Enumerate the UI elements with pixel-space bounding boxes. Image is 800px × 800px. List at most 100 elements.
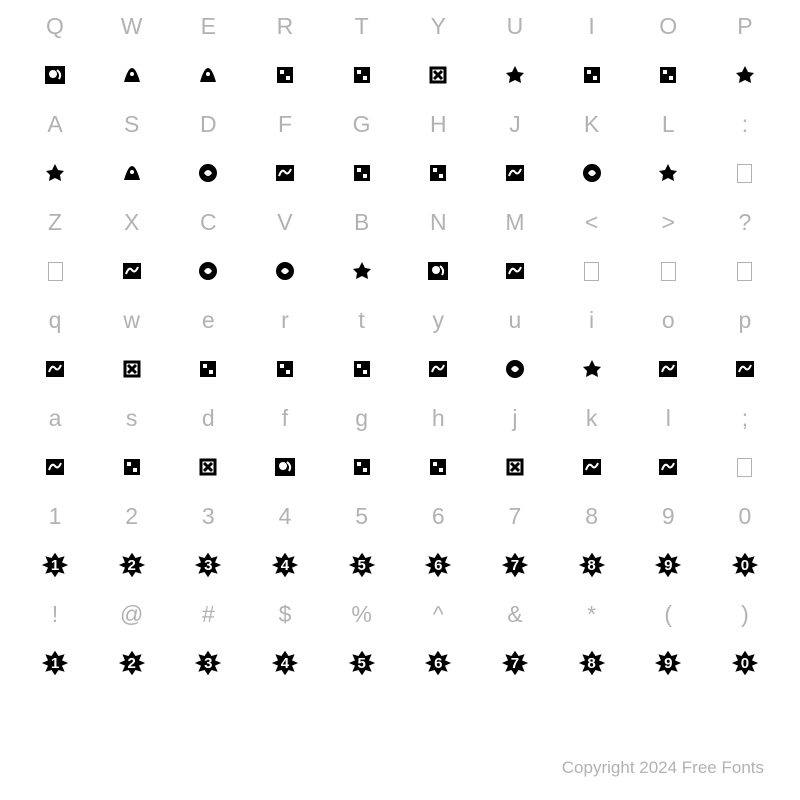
label-text: 0 — [739, 503, 752, 530]
char-label: f — [248, 405, 322, 432]
pictograph-glyph — [350, 161, 374, 185]
burst-number: 8 — [587, 656, 595, 671]
label-text: Q — [46, 13, 64, 40]
pictograph-glyph — [733, 63, 757, 87]
glyph-cell — [325, 455, 399, 479]
glyph-cell — [708, 357, 782, 381]
char-label: ? — [708, 209, 782, 236]
number-burst-glyph: 5 — [345, 551, 379, 579]
missing-glyph-box — [737, 458, 752, 477]
char-label: 1 — [18, 503, 92, 530]
char-label: d — [171, 405, 245, 432]
glyph-cell — [631, 262, 705, 281]
label-text: 3 — [202, 503, 215, 530]
label-text: A — [47, 111, 62, 138]
label-text: 7 — [509, 503, 522, 530]
glyph-cell — [171, 161, 245, 185]
missing-glyph-box — [737, 262, 752, 281]
number-burst-glyph: 0 — [728, 649, 762, 677]
char-label: 4 — [248, 503, 322, 530]
glyph-cell — [401, 357, 475, 381]
number-burst-glyph: 4 — [268, 649, 302, 677]
glyph-cell — [708, 63, 782, 87]
label-text: S — [124, 111, 139, 138]
glyph-cell: 3 — [171, 649, 245, 677]
burst-number: 9 — [664, 558, 672, 573]
glyph-cell — [171, 259, 245, 283]
pictograph-glyph — [503, 357, 527, 381]
glyph-cell: 1 — [18, 551, 92, 579]
label-text: 4 — [279, 503, 292, 530]
label-text: > — [662, 209, 675, 236]
pictograph-glyph — [503, 63, 527, 87]
char-label: M — [478, 209, 552, 236]
pictograph-glyph — [273, 357, 297, 381]
burst-number: 3 — [204, 656, 212, 671]
glyph-cell — [18, 455, 92, 479]
glyph-cell: 0 — [708, 551, 782, 579]
glyph-cell — [631, 63, 705, 87]
label-text: q — [49, 307, 62, 334]
char-label: 7 — [478, 503, 552, 530]
burst-number: 7 — [511, 558, 519, 573]
char-label: a — [18, 405, 92, 432]
label-text: L — [662, 111, 675, 138]
char-label: 8 — [555, 503, 629, 530]
glyph-cell — [95, 63, 169, 87]
burst-number: 5 — [357, 656, 365, 671]
char-label: O — [631, 13, 705, 40]
char-label: # — [171, 601, 245, 628]
burst-number: 6 — [434, 656, 442, 671]
burst-number: 9 — [664, 656, 672, 671]
label-row: !@#$%^&*() — [18, 588, 782, 640]
glyph-cell: 7 — [478, 551, 552, 579]
char-label: 0 — [708, 503, 782, 530]
label-text: ! — [52, 601, 58, 628]
label-text: j — [512, 405, 517, 432]
number-burst-glyph: 6 — [421, 551, 455, 579]
char-label: y — [401, 307, 475, 334]
char-label: ; — [708, 405, 782, 432]
char-label: G — [325, 111, 399, 138]
char-label: C — [171, 209, 245, 236]
char-label: g — [325, 405, 399, 432]
label-text: $ — [279, 601, 292, 628]
label-text: % — [351, 601, 371, 628]
glyph-cell: 8 — [555, 649, 629, 677]
label-text: 2 — [125, 503, 138, 530]
pictograph-glyph — [656, 455, 680, 479]
char-label: W — [95, 13, 169, 40]
glyph-cell — [248, 357, 322, 381]
char-label: l — [631, 405, 705, 432]
copyright-text: Copyright 2024 Free Fonts — [562, 758, 764, 778]
label-text: u — [509, 307, 522, 334]
number-burst-glyph: 1 — [38, 551, 72, 579]
pictograph-glyph — [580, 455, 604, 479]
glyph-cell — [555, 357, 629, 381]
label-text: E — [201, 13, 216, 40]
glyph-cell — [171, 357, 245, 381]
number-burst-glyph: 7 — [498, 551, 532, 579]
glyph-row — [18, 444, 782, 490]
glyph-cell: 5 — [325, 551, 399, 579]
char-label: h — [401, 405, 475, 432]
char-label: 6 — [401, 503, 475, 530]
label-text: g — [355, 405, 368, 432]
label-text: # — [202, 601, 215, 628]
glyph-cell — [248, 455, 322, 479]
glyph-cell: 3 — [171, 551, 245, 579]
label-text: @ — [120, 601, 143, 628]
pictograph-glyph — [503, 455, 527, 479]
pictograph-glyph — [273, 259, 297, 283]
label-text: & — [507, 601, 522, 628]
glyph-cell: 9 — [631, 649, 705, 677]
pictograph-glyph — [273, 455, 297, 479]
label-text: y — [433, 307, 445, 334]
glyph-cell — [171, 455, 245, 479]
glyph-cell — [325, 161, 399, 185]
number-burst-glyph: 8 — [575, 649, 609, 677]
pictograph-glyph — [43, 161, 67, 185]
glyph-cell: 9 — [631, 551, 705, 579]
glyph-cell — [248, 63, 322, 87]
pictograph-glyph — [426, 259, 450, 283]
